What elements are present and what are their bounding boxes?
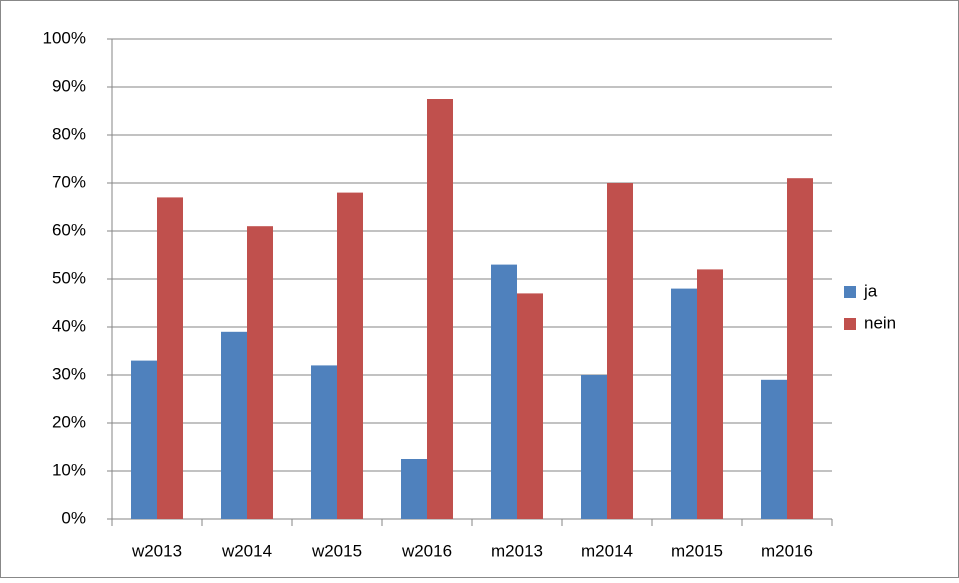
bar <box>607 183 633 519</box>
bar <box>401 459 427 519</box>
x-tick-label: w2013 <box>131 541 182 560</box>
bar <box>221 331 247 519</box>
bar <box>311 365 337 519</box>
x-tick-label: m2013 <box>491 541 543 560</box>
bar <box>671 288 697 519</box>
y-tick-label: 20% <box>52 412 86 431</box>
bar <box>427 99 453 519</box>
y-tick-label: 80% <box>52 124 86 143</box>
bar <box>697 269 723 519</box>
y-tick-label: 40% <box>52 316 86 335</box>
y-tick-label: 0% <box>61 508 86 527</box>
bar <box>337 192 363 519</box>
x-tick-label: w2016 <box>401 541 452 560</box>
legend-label: ja <box>863 281 878 300</box>
y-tick-label: 70% <box>52 172 86 191</box>
y-tick-label: 10% <box>52 460 86 479</box>
bar <box>787 178 813 519</box>
y-tick-label: 100% <box>43 28 86 47</box>
bar <box>517 293 543 519</box>
legend-swatch <box>844 318 856 330</box>
bar <box>491 264 517 519</box>
bar <box>157 197 183 519</box>
y-tick-label: 90% <box>52 76 86 95</box>
bar <box>247 226 273 519</box>
y-tick-label: 50% <box>52 268 86 287</box>
y-tick-label: 60% <box>52 220 86 239</box>
x-tick-label: m2016 <box>761 541 813 560</box>
y-tick-label: 30% <box>52 364 86 383</box>
x-tick-label: w2015 <box>311 541 362 560</box>
x-tick-label: m2014 <box>581 541 633 560</box>
x-tick-label: m2015 <box>671 541 723 560</box>
x-tick-label: w2014 <box>221 541 272 560</box>
bar <box>131 360 157 519</box>
legend-label: nein <box>864 313 896 332</box>
legend-swatch <box>844 286 856 298</box>
bar <box>581 375 607 519</box>
bar <box>761 379 787 519</box>
